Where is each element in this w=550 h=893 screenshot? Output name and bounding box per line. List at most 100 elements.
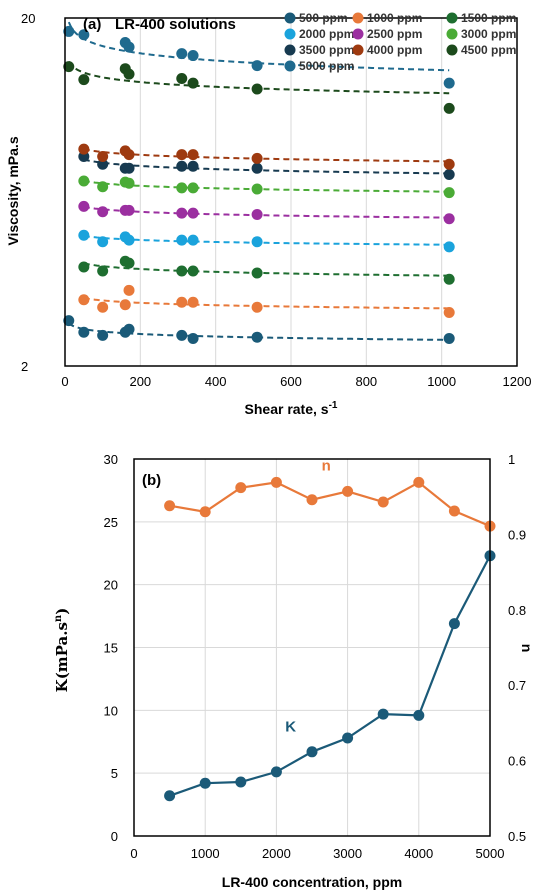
panel-b-x-axis-title: LR-400 concentration, ppm bbox=[222, 874, 402, 890]
panel-b-point-n bbox=[199, 506, 211, 518]
panel-a-legend-label-2500-ppm: 2500 ppm bbox=[367, 27, 422, 41]
panel-a-point-5000-ppm bbox=[78, 29, 90, 41]
panel-b-left-y-tick-label: 5 bbox=[111, 766, 118, 781]
panel-a-legend: 500 ppm 1000 ppm 1500 ppm 2000 ppm 2500 ppm 3… bbox=[284, 11, 516, 73]
panel-b-point-n bbox=[342, 485, 354, 497]
panel-a-fit-line-3000-ppm bbox=[83, 179, 450, 193]
panel-a-point-1000-ppm bbox=[187, 296, 199, 308]
panel-a-point-2000-ppm bbox=[443, 241, 455, 253]
panel-a-point-4500-ppm bbox=[251, 83, 263, 95]
panel-b-point-n bbox=[164, 500, 176, 512]
panel-b-data-points bbox=[164, 476, 496, 802]
panel-a-viscosity-chart: 0 200 400 600 800 1000 1200 2 20 (a) LR-400 solu… bbox=[5, 11, 531, 417]
panel-a-x-tick-label: 0 bbox=[61, 374, 68, 389]
panel-a-point-500-ppm bbox=[176, 329, 188, 341]
panel-b-series-label-k: K bbox=[285, 719, 296, 736]
panel-a-legend-marker-500-ppm bbox=[284, 12, 296, 24]
panel-a-point-1500-ppm bbox=[251, 267, 263, 279]
panel-a-point-500-ppm bbox=[63, 315, 75, 327]
panel-a-point-2000-ppm bbox=[123, 234, 135, 246]
panel-a-legend-label-5000-ppm: 5000 ppm bbox=[299, 59, 354, 73]
panel-b-left-y-tick-label: 20 bbox=[104, 578, 118, 593]
panel-a-legend-label-4500-ppm: 4500 ppm bbox=[461, 43, 516, 57]
panel-a-point-4000-ppm bbox=[78, 143, 90, 155]
panel-a-point-3500-ppm bbox=[123, 162, 135, 174]
panel-b-point-k bbox=[270, 766, 282, 778]
panel-a-point-4500-ppm bbox=[443, 102, 455, 114]
panel-b-series-labels: Kn bbox=[285, 457, 331, 735]
panel-a-point-5000-ppm bbox=[176, 48, 188, 60]
panel-b-point-k bbox=[235, 776, 247, 788]
panel-a-point-3500-ppm bbox=[443, 169, 455, 181]
panel-a-x-tick-label: 400 bbox=[205, 374, 227, 389]
panel-b-point-n bbox=[377, 496, 389, 508]
panel-a-point-3000-ppm bbox=[251, 183, 263, 195]
panel-a-x-tick-label: 1200 bbox=[503, 374, 532, 389]
panel-a-point-1000-ppm bbox=[78, 294, 90, 306]
panel-b-left-y-tick-label: 25 bbox=[104, 515, 118, 530]
panel-a-point-500-ppm bbox=[123, 323, 135, 335]
panel-a-point-4000-ppm bbox=[443, 158, 455, 170]
panel-a-legend-marker-5000-ppm bbox=[284, 60, 296, 72]
panel-a-title: LR-400 solutions bbox=[115, 16, 236, 33]
panel-b-line-n bbox=[169, 481, 491, 528]
panel-a-point-1000-ppm bbox=[251, 301, 263, 313]
panel-a-point-500-ppm bbox=[443, 332, 455, 344]
panel-a-point-3500-ppm bbox=[187, 160, 199, 172]
panel-a-point-3500-ppm bbox=[176, 160, 188, 172]
panel-b-point-k bbox=[306, 746, 318, 758]
panel-a-fit-line-2000-ppm bbox=[83, 234, 450, 246]
panel-b-left-y-tick-label: 0 bbox=[111, 829, 118, 844]
panel-a-legend-label-2000-ppm: 2000 ppm bbox=[299, 27, 354, 41]
panel-a-point-4000-ppm bbox=[123, 149, 135, 161]
panel-b-point-k bbox=[448, 618, 460, 630]
panel-b-gridlines bbox=[134, 459, 490, 836]
panel-a-point-2000-ppm bbox=[251, 236, 263, 248]
panel-a-fit-line-4000-ppm bbox=[83, 148, 450, 163]
panel-a-legend-label-4000-ppm: 4000 ppm bbox=[367, 43, 422, 57]
panel-a-legend-marker-2500-ppm bbox=[352, 28, 364, 40]
panel-a-point-1000-ppm bbox=[176, 296, 188, 308]
panel-a-legend-label-1000-ppm: 1000 ppm bbox=[367, 11, 422, 25]
panel-b-point-k bbox=[377, 708, 389, 720]
panel-b-left-y-axis-title-close: ) bbox=[53, 608, 71, 615]
panel-a-legend-marker-3500-ppm bbox=[284, 44, 296, 56]
panel-a-point-1000-ppm bbox=[97, 301, 109, 313]
panel-a-point-500-ppm bbox=[251, 331, 263, 343]
panel-a-x-tick-label: 800 bbox=[355, 374, 377, 389]
panel-a-label: (a) bbox=[83, 16, 101, 33]
panel-a-x-axis-title-sup: -1 bbox=[329, 400, 338, 411]
panel-a-point-2500-ppm bbox=[97, 206, 109, 218]
panel-a-legend-label-1500-ppm: 1500 ppm bbox=[461, 11, 516, 25]
panel-b-series-lines bbox=[169, 481, 491, 797]
panel-a-point-500-ppm bbox=[187, 332, 199, 344]
panel-a-x-tick-label: 600 bbox=[280, 374, 302, 389]
panel-b-point-n bbox=[306, 494, 318, 506]
panel-a-point-3500-ppm bbox=[97, 158, 109, 170]
panel-a-tick-labels: 0 200 400 600 800 1000 1200 2 20 bbox=[21, 11, 531, 389]
panel-a-legend-label-3000-ppm: 3000 ppm bbox=[461, 27, 516, 41]
panel-a-point-500-ppm bbox=[97, 329, 109, 341]
panel-a-y-tick-label: 2 bbox=[21, 359, 28, 374]
panel-a-point-3000-ppm bbox=[78, 175, 90, 187]
panel-a-point-2000-ppm bbox=[176, 234, 188, 246]
panel-b-point-n bbox=[448, 505, 460, 517]
panel-b-x-tick-label: 0 bbox=[130, 846, 137, 861]
panel-a-y-axis-title: Viscosity, mPa.s bbox=[5, 136, 21, 245]
panel-a-fit-line-3500-ppm bbox=[83, 158, 450, 175]
panel-b-x-tick-label: 4000 bbox=[404, 846, 433, 861]
panel-b-x-tick-label: 2000 bbox=[262, 846, 291, 861]
panel-a-point-4000-ppm bbox=[176, 149, 188, 161]
panel-a-point-1000-ppm bbox=[443, 306, 455, 318]
panel-a-x-tick-label: 1000 bbox=[427, 374, 456, 389]
panel-a-fit-line-1500-ppm bbox=[83, 262, 450, 277]
panel-b-x-tick-label: 1000 bbox=[191, 846, 220, 861]
panel-a-point-2000-ppm bbox=[97, 236, 109, 248]
panel-b-right-y-tick-label: 0.9 bbox=[508, 527, 526, 542]
panel-a-point-1500-ppm bbox=[187, 265, 199, 277]
panel-a-point-1500-ppm bbox=[443, 273, 455, 285]
panel-a-point-3000-ppm bbox=[97, 181, 109, 193]
panel-b-right-y-tick-label: 0.7 bbox=[508, 678, 526, 693]
panel-b-right-y-tick-label: 0.8 bbox=[508, 603, 526, 618]
panel-a-point-4500-ppm bbox=[123, 68, 135, 80]
